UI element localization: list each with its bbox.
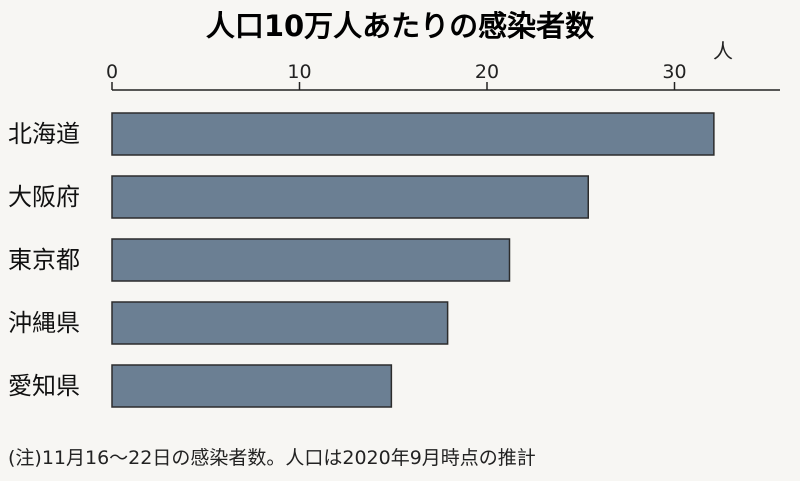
category-label: 愛知県 [8, 372, 80, 400]
bar-0 [111, 112, 715, 156]
unit-label: 人 [713, 39, 733, 63]
chart-title: 人口10万人あたりの感染者数 [206, 9, 595, 43]
footnote: (注)11月16〜22日の感染者数。人口は2020年9月時点の推計 [8, 447, 536, 469]
bars [111, 112, 715, 408]
x-tick-label: 20 [475, 61, 499, 83]
category-label: 沖縄県 [8, 309, 80, 337]
category-label: 北海道 [8, 120, 80, 148]
category-label: 大阪府 [8, 183, 80, 211]
category-label: 東京都 [8, 246, 80, 274]
x-tick-label: 30 [662, 61, 686, 83]
x-axis: 0 10 20 30 人 [106, 39, 780, 91]
bar-1 [111, 175, 589, 219]
x-tick-label: 10 [287, 61, 311, 83]
x-tick-label: 0 [106, 61, 118, 83]
bar-2 [111, 238, 511, 282]
bar-3 [111, 301, 449, 345]
bar-4 [111, 364, 393, 408]
